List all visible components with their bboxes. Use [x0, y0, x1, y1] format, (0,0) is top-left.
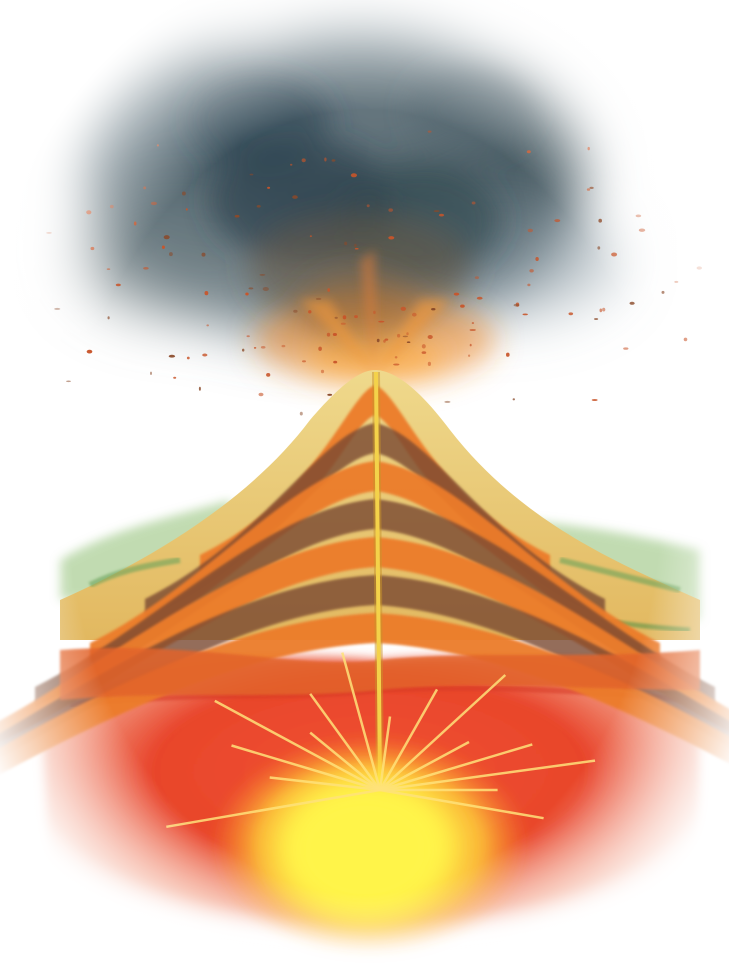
edge-vignette [0, 0, 729, 966]
volcano-illustration [0, 0, 729, 966]
volcano-diagram [0, 0, 729, 966]
